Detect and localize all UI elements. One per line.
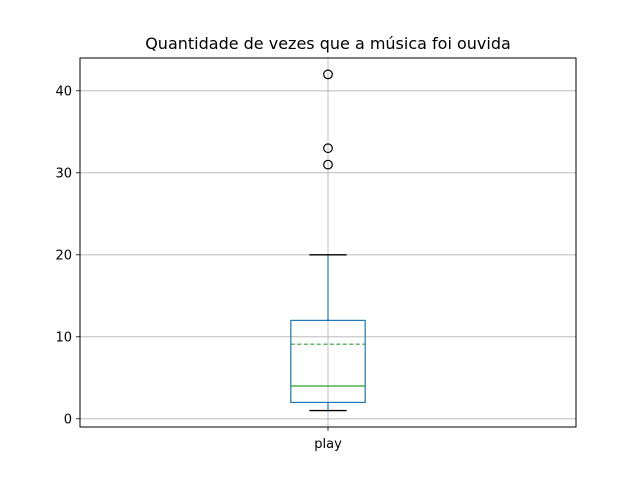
y-tick-label: 10: [55, 330, 72, 345]
outlier-point: [323, 69, 333, 80]
plot-marks: [290, 69, 366, 412]
iqr-box: [290, 319, 366, 403]
x-tick-label: play: [314, 437, 342, 452]
y-tick-label: 30: [55, 166, 72, 181]
y-tick-label: 0: [64, 412, 72, 427]
y-tick-label: 20: [55, 248, 72, 263]
outlier-point: [323, 159, 333, 170]
chart-title: Quantidade de vezes que a música foi ouv…: [145, 34, 511, 53]
axes: 0 10 20 30 40 play: [55, 84, 342, 452]
y-tick-label: 40: [55, 84, 72, 99]
grid-lines: [80, 58, 576, 427]
outlier-point: [323, 143, 333, 154]
